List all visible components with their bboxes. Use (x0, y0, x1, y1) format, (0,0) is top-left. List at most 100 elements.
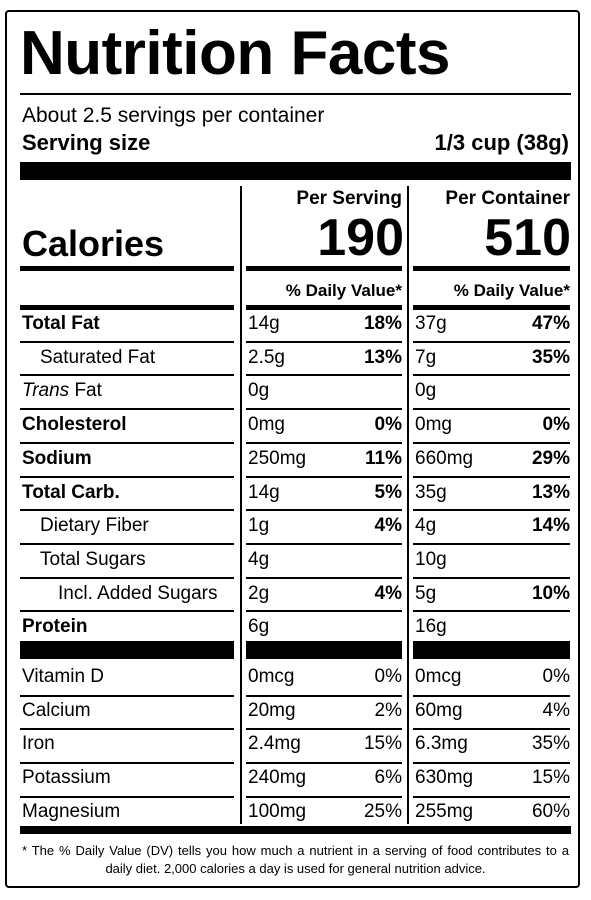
container-amount: 255mg (415, 801, 474, 822)
dv-header-divider-2 (413, 305, 570, 310)
nutrient-divider-1 (246, 610, 402, 612)
vitamin-divider-2 (413, 695, 570, 697)
serving-size-label: Serving size (22, 130, 151, 155)
per-serving-header: Per Serving (296, 188, 402, 209)
nutrient-name: Incl. Added Sugars (58, 583, 218, 604)
nutrient-name: Total Fat (22, 313, 100, 334)
nutrient-divider-0 (20, 476, 234, 478)
serving-dv: 4% (374, 515, 402, 536)
nutrient-name: Sodium (22, 448, 92, 469)
nutrient-divider-2 (413, 610, 570, 612)
serving-divider-thick (20, 162, 571, 180)
servings-per-container: About 2.5 servings per container (22, 104, 325, 127)
container-dv: 0% (542, 414, 570, 435)
container-dv: 4% (542, 700, 570, 721)
serving-dv: 11% (365, 448, 402, 469)
nutrient-divider-2 (413, 408, 570, 410)
dv-header-serving: % Daily Value* (285, 281, 402, 300)
vitamin-bar-1 (246, 641, 402, 659)
nutrition-label (5, 10, 580, 888)
nutrient-divider-2 (413, 543, 570, 545)
serving-amount: 6g (248, 616, 270, 637)
vitamin-name: Vitamin D (22, 666, 105, 687)
serving-dv: 0% (374, 666, 402, 687)
nutrient-divider-1 (246, 408, 402, 410)
container-amount: 660mg (415, 448, 474, 469)
nutrient-name: Total Sugars (40, 549, 146, 570)
vitamin-bar-2 (413, 641, 570, 659)
vitamin-divider-0 (20, 728, 234, 730)
container-amount: 0mcg (415, 666, 462, 687)
container-amount: 6.3mg (415, 733, 468, 754)
container-amount: 37g (415, 313, 447, 334)
serving-amount: 240mg (248, 767, 307, 788)
container-amount: 0mg (415, 414, 452, 435)
nutrient-divider-0 (20, 543, 234, 545)
vitamin-divider-2 (413, 762, 570, 764)
container-amount: 4g (415, 515, 437, 536)
nutrient-divider-0 (20, 341, 234, 343)
nutrient-divider-1 (246, 509, 402, 511)
nutrient-divider-1 (246, 577, 402, 579)
calories-label: Calories (22, 223, 165, 264)
nutrient-divider-2 (413, 341, 570, 343)
serving-amount: 4g (248, 549, 270, 570)
container-dv: 35% (531, 347, 570, 368)
vitamin-name: Potassium (22, 767, 111, 788)
serving-amount: 250mg (248, 448, 307, 469)
calories-per-container: 510 (484, 209, 571, 267)
serving-amount: 20mg (248, 700, 296, 721)
nutrient-divider-2 (413, 509, 570, 511)
container-amount: 16g (415, 616, 447, 637)
container-dv: 0% (542, 666, 570, 687)
vitamin-divider-0 (20, 762, 234, 764)
serving-dv: 15% (363, 733, 402, 754)
nutrient-divider-0 (20, 442, 234, 444)
nutrient-divider-2 (413, 476, 570, 478)
per-container-header: Per Container (445, 188, 570, 209)
dv-header-divider-1 (246, 305, 402, 310)
nutrient-name: Saturated Fat (40, 347, 156, 368)
vitamin-divider-2 (413, 796, 570, 798)
nutrient-divider-1 (246, 341, 402, 343)
container-amount: 10g (415, 549, 447, 570)
calories-divider-0 (20, 266, 234, 271)
nutrient-divider-1 (246, 543, 402, 545)
nutrient-divider-2 (413, 442, 570, 444)
nutrient-name: Protein (22, 616, 88, 637)
vitamin-divider-2 (413, 728, 570, 730)
nutrient-divider-0 (20, 610, 234, 612)
nutrient-name: Trans Fat (22, 380, 102, 402)
serving-amount: 2.5g (248, 347, 285, 368)
dv-header-divider-0 (20, 305, 234, 310)
container-dv: 60% (531, 801, 570, 822)
calories-divider-2 (413, 266, 570, 271)
title-divider (20, 93, 571, 95)
serving-amount: 1g (248, 515, 270, 536)
nutrient-name: Total Carb. (22, 482, 120, 503)
calories-divider-1 (246, 266, 402, 271)
vitamin-divider-1 (246, 695, 402, 697)
container-amount: 7g (415, 347, 437, 368)
serving-dv: 4% (374, 583, 402, 604)
footnote-divider (20, 826, 571, 834)
container-dv: 10% (531, 583, 570, 604)
vitamin-divider-1 (246, 796, 402, 798)
container-amount: 60mg (415, 700, 463, 721)
container-dv: 35% (531, 733, 570, 754)
serving-amount: 14g (248, 313, 280, 334)
vitamin-name: Calcium (22, 700, 91, 721)
serving-amount: 0mg (248, 414, 285, 435)
serving-amount: 0mcg (248, 666, 295, 687)
container-dv: 15% (531, 767, 570, 788)
container-amount: 630mg (415, 767, 474, 788)
nutrient-divider-0 (20, 374, 234, 376)
calories-per-serving: 190 (317, 209, 404, 267)
nutrient-divider-2 (413, 577, 570, 579)
container-amount: 5g (415, 583, 437, 604)
nutrient-divider-2 (413, 374, 570, 376)
serving-dv: 0% (374, 414, 402, 435)
serving-size-value: 1/3 cup (38g) (434, 130, 569, 155)
container-dv: 47% (531, 313, 570, 334)
serving-dv: 13% (363, 347, 402, 368)
